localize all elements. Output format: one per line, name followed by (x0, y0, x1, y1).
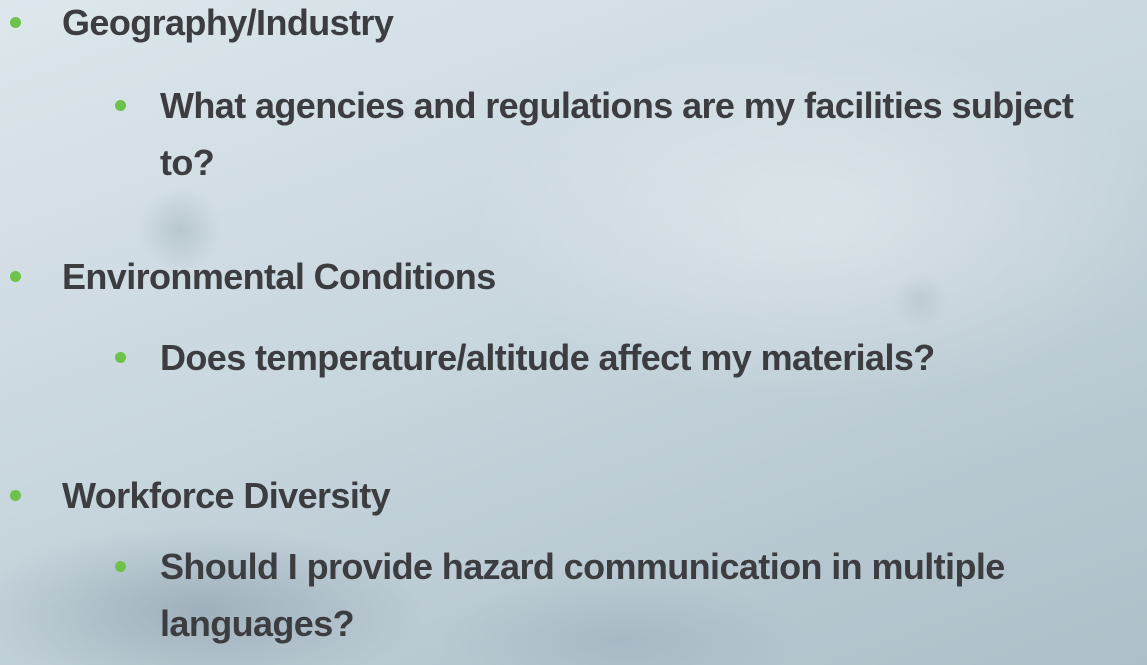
bullet (10, 271, 21, 282)
bullet-text: Environmental Conditions (62, 248, 1122, 305)
bullet-text: Workforce Diversity (62, 467, 1122, 524)
sub-bullet-text: What agencies and regulations are my fac… (160, 77, 1135, 191)
sub-bullet-text: Should I provide hazard communication in… (160, 538, 1135, 652)
bullet (10, 490, 21, 501)
bullet-text: Geography/Industry (62, 0, 1122, 51)
bullet (10, 17, 21, 28)
bullet (115, 100, 126, 111)
bullet (115, 352, 126, 363)
bullet (115, 561, 126, 572)
slide: Geography/Industry What agencies and reg… (0, 0, 1147, 665)
sub-bullet-text: Does temperature/altitude affect my mate… (160, 329, 1135, 386)
